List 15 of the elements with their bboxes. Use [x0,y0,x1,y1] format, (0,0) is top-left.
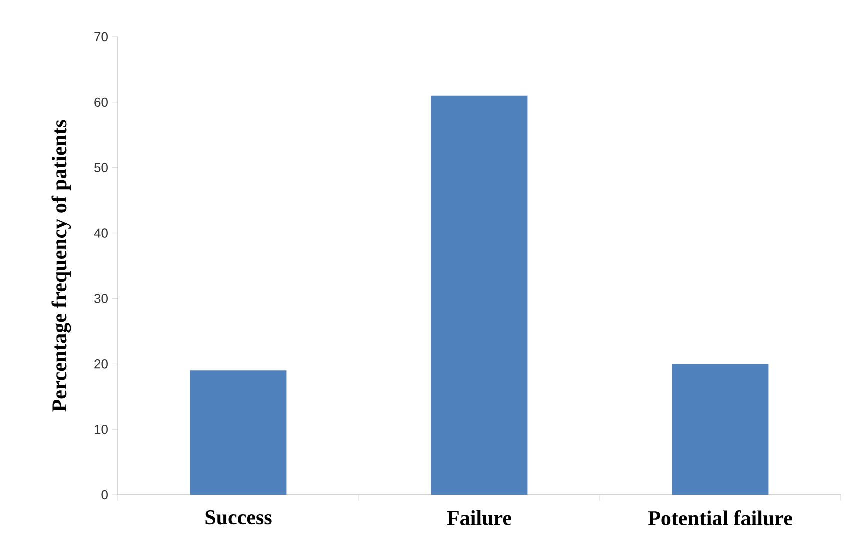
y-tick-label: 70 [94,32,108,42]
y-tick-label: 50 [94,163,108,172]
x-tick-label: Success [206,510,272,525]
y-tick-label: 10 [94,424,108,434]
y-tick-label: 20 [94,360,108,369]
x-tick-label: Potential failure [648,510,792,526]
y-tick-label: 40 [94,228,108,238]
y-tick-label: 0 [102,490,108,500]
bar [431,96,528,495]
y-axis-title: Percentage frequency of patients [52,120,72,412]
y-tick-label: 60 [94,98,108,108]
x-tick-label: Failure [447,510,512,526]
bar [190,370,287,495]
y-tick-label: 30 [94,294,108,304]
bar [672,364,769,495]
